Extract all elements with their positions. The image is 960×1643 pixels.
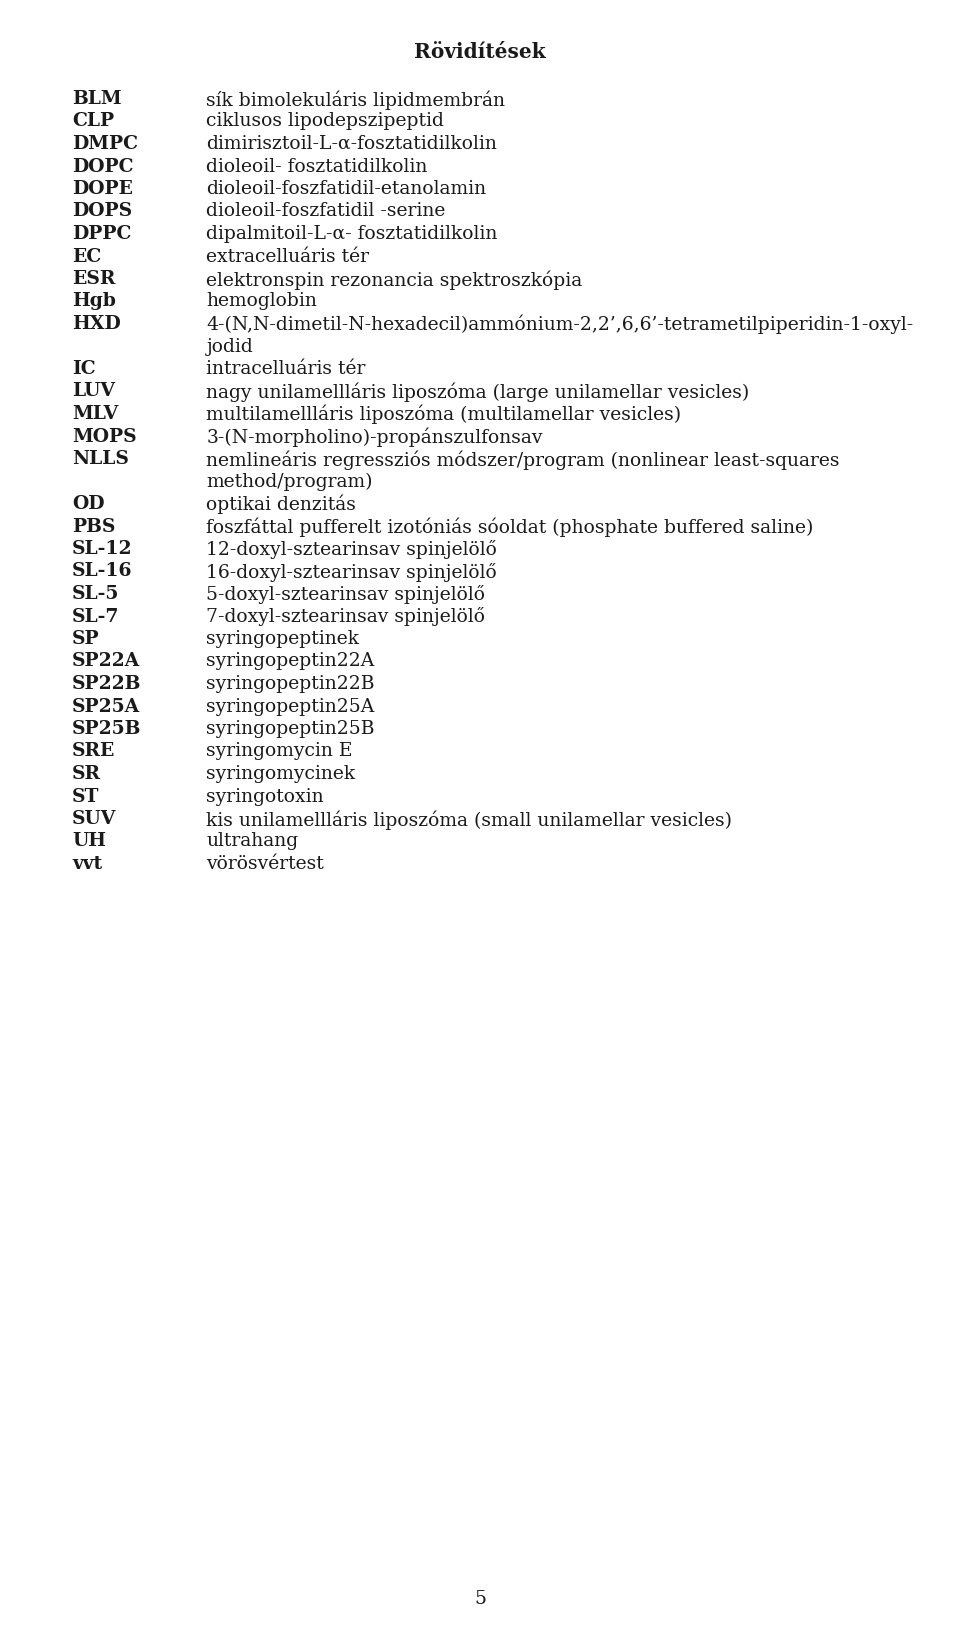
Text: intracelluáris tér: intracelluáris tér — [206, 360, 366, 378]
Text: elektronspin rezonancia spektroszkópia: elektronspin rezonancia spektroszkópia — [206, 269, 583, 289]
Text: SP25B: SP25B — [72, 720, 141, 738]
Text: 4-(N,N-dimetil-N-hexadecil)ammónium-2,2’,6,6’-tetrametilpiperidin-1-oxyl-: 4-(N,N-dimetil-N-hexadecil)ammónium-2,2’… — [206, 315, 914, 335]
Text: IC: IC — [72, 360, 96, 378]
Text: syringopeptin25A: syringopeptin25A — [206, 698, 374, 715]
Text: SP25A: SP25A — [72, 698, 140, 715]
Text: NLLS: NLLS — [72, 450, 129, 468]
Text: extracelluáris tér: extracelluáris tér — [206, 248, 370, 266]
Text: SUV: SUV — [72, 810, 116, 828]
Text: optikai denzitás: optikai denzitás — [206, 495, 356, 514]
Text: syringopeptin22B: syringopeptin22B — [206, 675, 375, 693]
Text: OD: OD — [72, 495, 105, 513]
Text: syringopeptin22A: syringopeptin22A — [206, 652, 374, 670]
Text: DMPC: DMPC — [72, 135, 138, 153]
Text: MOPS: MOPS — [72, 427, 136, 445]
Text: EC: EC — [72, 248, 101, 266]
Text: ST: ST — [72, 787, 100, 805]
Text: multilamellláris liposzóma (multilamellar vesicles): multilamellláris liposzóma (multilamella… — [206, 406, 682, 424]
Text: 12-doxyl-sztearinsav spinjelölő: 12-doxyl-sztearinsav spinjelölő — [206, 541, 497, 559]
Text: MLV: MLV — [72, 406, 118, 422]
Text: DOPE: DOPE — [72, 181, 133, 199]
Text: syringomycinek: syringomycinek — [206, 766, 355, 784]
Text: ciklusos lipodepszipeptid: ciklusos lipodepszipeptid — [206, 112, 444, 130]
Text: vvt: vvt — [72, 854, 103, 872]
Text: SRE: SRE — [72, 743, 115, 761]
Text: SL-7: SL-7 — [72, 608, 119, 626]
Text: foszfáttal pufferelt izotóniás sóoldat (phosphate buffered saline): foszfáttal pufferelt izotóniás sóoldat (… — [206, 518, 814, 537]
Text: SL-16: SL-16 — [72, 562, 132, 580]
Text: 7-doxyl-sztearinsav spinjelölő: 7-doxyl-sztearinsav spinjelölő — [206, 608, 486, 626]
Text: jodid: jodid — [206, 337, 253, 355]
Text: SP: SP — [72, 629, 100, 647]
Text: DOPS: DOPS — [72, 202, 132, 220]
Text: method/program): method/program) — [206, 473, 372, 491]
Text: HXD: HXD — [72, 315, 121, 334]
Text: LUV: LUV — [72, 383, 115, 401]
Text: vörösvértest: vörösvértest — [206, 854, 324, 872]
Text: SL-12: SL-12 — [72, 541, 132, 559]
Text: PBS: PBS — [72, 518, 115, 536]
Text: dioleoil-foszfatidil -serine: dioleoil-foszfatidil -serine — [206, 202, 445, 220]
Text: syringomycin E: syringomycin E — [206, 743, 353, 761]
Text: dioleoil-foszfatidil-etanolamin: dioleoil-foszfatidil-etanolamin — [206, 181, 487, 199]
Text: SP22B: SP22B — [72, 675, 141, 693]
Text: dipalmitoil-L-α- fosztatidilkolin: dipalmitoil-L-α- fosztatidilkolin — [206, 225, 498, 243]
Text: dioleoil- fosztatidilkolin: dioleoil- fosztatidilkolin — [206, 158, 428, 176]
Text: sík bimolekuláris lipidmembrán: sík bimolekuláris lipidmembrán — [206, 90, 505, 110]
Text: Rövidítések: Rövidítések — [414, 43, 546, 62]
Text: dimirisztoil-L-α-fosztatidilkolin: dimirisztoil-L-α-fosztatidilkolin — [206, 135, 497, 153]
Text: syringopeptin25B: syringopeptin25B — [206, 720, 375, 738]
Text: DPPC: DPPC — [72, 225, 132, 243]
Text: Hgb: Hgb — [72, 292, 116, 311]
Text: CLP: CLP — [72, 112, 114, 130]
Text: BLM: BLM — [72, 90, 122, 108]
Text: ultrahang: ultrahang — [206, 833, 299, 851]
Text: 3-(N-morpholino)-propánszulfonsav: 3-(N-morpholino)-propánszulfonsav — [206, 427, 543, 447]
Text: UH: UH — [72, 833, 106, 851]
Text: 5-doxyl-sztearinsav spinjelölő: 5-doxyl-sztearinsav spinjelölő — [206, 585, 486, 605]
Text: syringotoxin: syringotoxin — [206, 787, 324, 805]
Text: SL-5: SL-5 — [72, 585, 119, 603]
Text: nagy unilamellláris liposzóma (large unilamellar vesicles): nagy unilamellláris liposzóma (large uni… — [206, 383, 750, 403]
Text: syringopeptinek: syringopeptinek — [206, 629, 359, 647]
Text: kis unilamellláris liposzóma (small unilamellar vesicles): kis unilamellláris liposzóma (small unil… — [206, 810, 732, 830]
Text: SR: SR — [72, 766, 101, 784]
Text: 16-doxyl-sztearinsav spinjelölő: 16-doxyl-sztearinsav spinjelölő — [206, 562, 497, 582]
Text: SP22A: SP22A — [72, 652, 140, 670]
Text: ESR: ESR — [72, 269, 115, 288]
Text: nemlineáris regressziós módszer/program (nonlinear least-squares: nemlineáris regressziós módszer/program … — [206, 450, 840, 470]
Text: hemoglobin: hemoglobin — [206, 292, 317, 311]
Text: 5: 5 — [474, 1590, 486, 1608]
Text: DOPC: DOPC — [72, 158, 133, 176]
